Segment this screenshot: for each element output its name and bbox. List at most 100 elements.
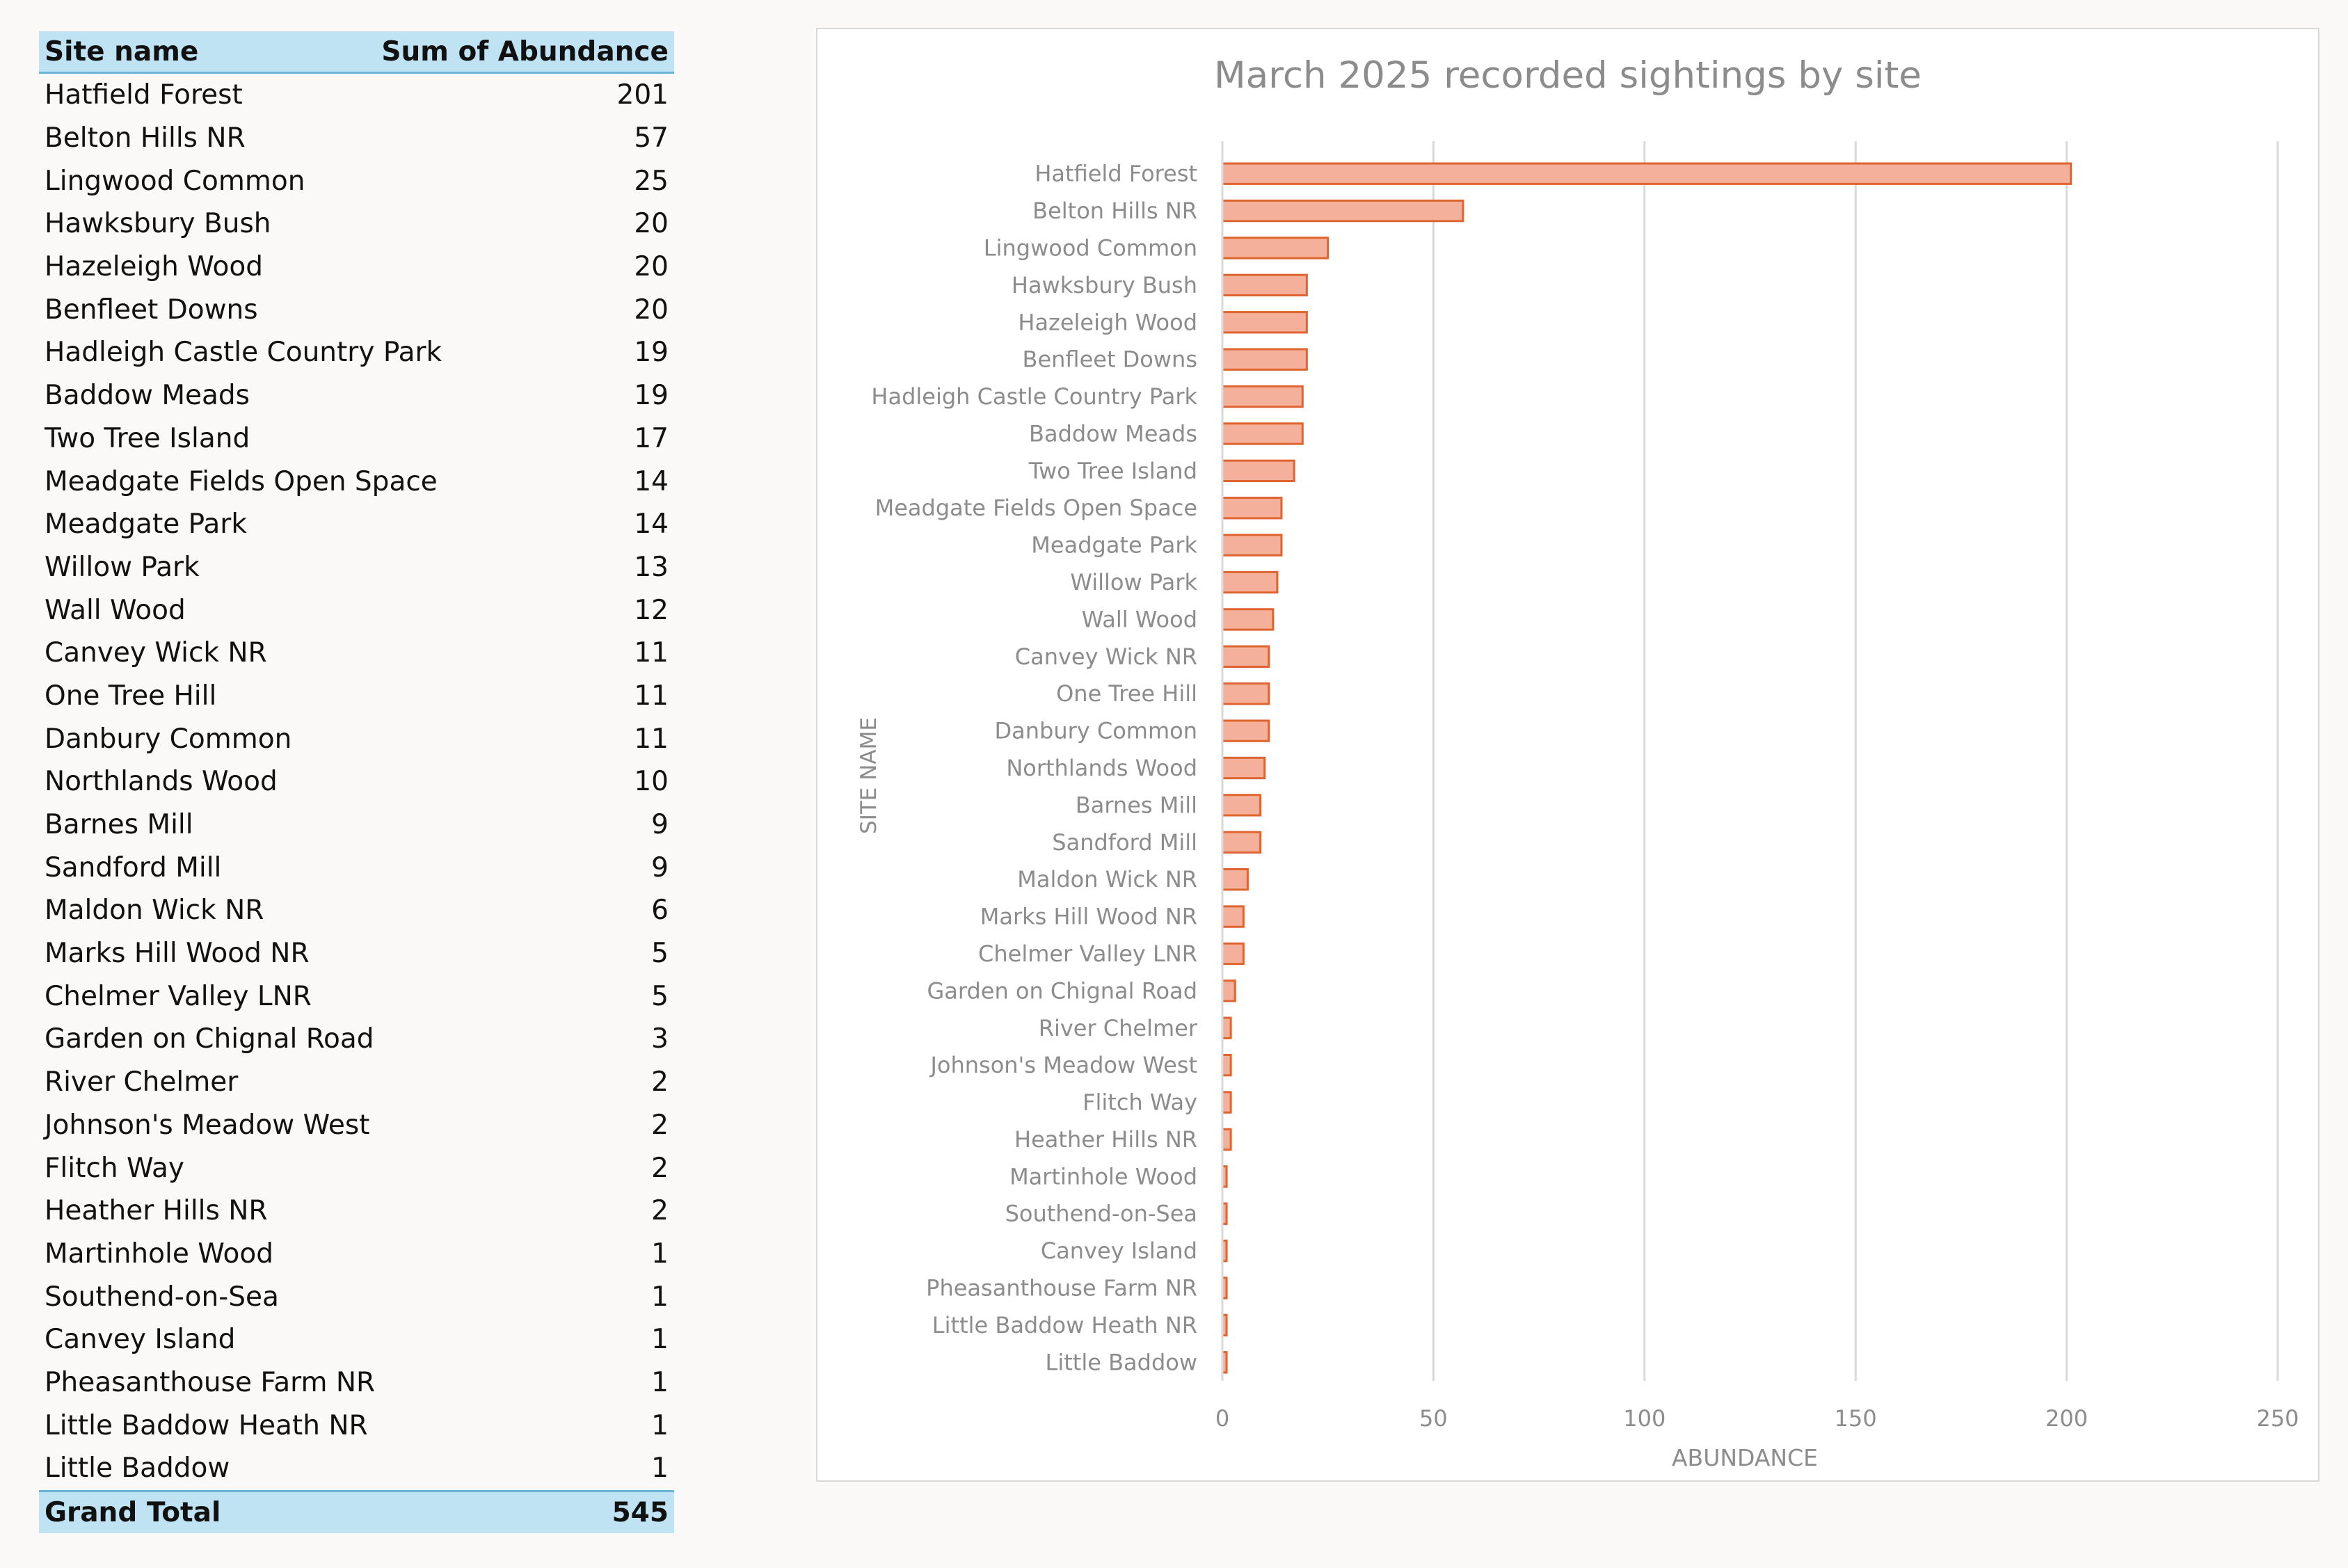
row-site-name: Southend-on-Sea bbox=[45, 1281, 279, 1313]
row-site-name: Little Baddow Heath NR bbox=[45, 1409, 368, 1441]
table-row[interactable]: Belton Hills NR 57 bbox=[39, 117, 674, 160]
row-site-name: Willow Park bbox=[45, 551, 200, 583]
chart-title[interactable]: March 2025 recorded sightings by site bbox=[1214, 54, 1922, 97]
bar[interactable] bbox=[1221, 867, 1249, 891]
bar[interactable] bbox=[1221, 534, 1283, 557]
table-row[interactable]: Hatfield Forest 201 bbox=[39, 74, 674, 117]
table-row[interactable]: Martinhole Wood 1 bbox=[39, 1233, 674, 1276]
category-label: Little Baddow Heath NR bbox=[932, 1312, 1197, 1338]
chart-area[interactable]: March 2025 recorded sightings by site SI… bbox=[816, 28, 2319, 1482]
bar[interactable] bbox=[1221, 608, 1275, 631]
row-site-name: Canvey Wick NR bbox=[45, 637, 267, 669]
table-row[interactable]: Danbury Common 11 bbox=[39, 717, 674, 760]
bar[interactable] bbox=[1221, 979, 1236, 1002]
table-row[interactable]: Hadleigh Castle Country Park 19 bbox=[39, 331, 674, 374]
table-row[interactable]: Chelmer Valley LNR 5 bbox=[39, 975, 674, 1018]
bar[interactable] bbox=[1221, 273, 1308, 297]
row-site-name: Little Baddow bbox=[45, 1453, 230, 1485]
category-label: Danbury Common bbox=[994, 718, 1197, 744]
row-site-name: Wall Wood bbox=[45, 594, 186, 626]
table-row[interactable]: Northlands Wood 10 bbox=[39, 760, 674, 803]
bar[interactable] bbox=[1221, 831, 1262, 854]
bar[interactable] bbox=[1221, 1091, 1232, 1114]
table-row[interactable]: Willow Park 13 bbox=[39, 546, 674, 589]
row-abundance-value: 14 bbox=[634, 509, 669, 541]
header-site-name[interactable]: Site name bbox=[45, 35, 199, 67]
table-row[interactable]: Pheasanthouse Farm NR 1 bbox=[39, 1361, 674, 1405]
table-row[interactable]: Flitch Way 2 bbox=[39, 1146, 674, 1190]
bar[interactable] bbox=[1221, 645, 1270, 669]
table-row[interactable]: Southend-on-Sea 1 bbox=[39, 1275, 674, 1318]
bar[interactable] bbox=[1221, 311, 1308, 334]
bar[interactable] bbox=[1221, 756, 1266, 780]
category-label: Belton Hills NR bbox=[1032, 198, 1197, 224]
table-row[interactable]: Hazeleigh Wood 20 bbox=[39, 246, 674, 289]
table-row[interactable]: Canvey Wick NR 11 bbox=[39, 632, 674, 675]
table-row[interactable]: Meadgate Park 14 bbox=[39, 503, 674, 546]
row-abundance-value: 19 bbox=[634, 380, 669, 412]
row-site-name: Chelmer Valley LNR bbox=[45, 980, 312, 1012]
table-row[interactable]: Lingwood Common 25 bbox=[39, 159, 674, 202]
row-site-name: Hadleigh Castle Country Park bbox=[45, 337, 442, 369]
bar[interactable] bbox=[1221, 570, 1279, 594]
row-abundance-value: 11 bbox=[634, 680, 669, 712]
row-abundance-value: 1 bbox=[651, 1238, 669, 1270]
table-row[interactable]: Little Baddow Heath NR 1 bbox=[39, 1404, 674, 1447]
bar[interactable] bbox=[1221, 422, 1304, 445]
row-site-name: Canvey Island bbox=[45, 1324, 236, 1356]
x-tick-label: 150 bbox=[1835, 1405, 1877, 1432]
header-sum-of-abundance[interactable]: Sum of Abundance bbox=[381, 35, 669, 67]
table-row[interactable]: Johnson's Meadow West 2 bbox=[39, 1104, 674, 1147]
bar[interactable] bbox=[1221, 905, 1245, 928]
bar[interactable] bbox=[1221, 459, 1295, 483]
bar[interactable] bbox=[1221, 385, 1304, 408]
grand-total-row[interactable]: Grand Total 545 bbox=[39, 1489, 674, 1533]
category-label: Sandford Mill bbox=[1052, 829, 1197, 856]
row-site-name: Baddow Meads bbox=[45, 380, 250, 412]
x-axis-title[interactable]: ABUNDANCE bbox=[1671, 1444, 1819, 1471]
bar[interactable] bbox=[1221, 794, 1262, 817]
row-site-name: Lingwood Common bbox=[45, 165, 305, 197]
bar[interactable] bbox=[1221, 1053, 1232, 1077]
table-row[interactable]: Barnes Mill 9 bbox=[39, 803, 674, 847]
row-site-name: Benfleet Downs bbox=[45, 294, 258, 326]
bar[interactable] bbox=[1221, 199, 1464, 223]
table-row[interactable]: Marks Hill Wood NR 5 bbox=[39, 932, 674, 975]
table-row[interactable]: Little Baddow 1 bbox=[39, 1447, 674, 1490]
row-abundance-value: 11 bbox=[634, 637, 669, 669]
bar[interactable] bbox=[1221, 942, 1245, 966]
row-abundance-value: 3 bbox=[651, 1023, 669, 1055]
category-label: Northlands Wood bbox=[1006, 755, 1197, 781]
table-row[interactable]: Maldon Wick NR 6 bbox=[39, 889, 674, 932]
table-row[interactable]: Garden on Chignal Road 3 bbox=[39, 1018, 674, 1061]
bar[interactable] bbox=[1221, 1128, 1232, 1151]
table-row[interactable]: One Tree Hill 11 bbox=[39, 675, 674, 718]
bar[interactable] bbox=[1221, 348, 1308, 371]
table-row[interactable]: Heather Hills NR 2 bbox=[39, 1190, 674, 1233]
table-row[interactable]: Benfleet Downs 20 bbox=[39, 288, 674, 331]
row-site-name: Danbury Common bbox=[45, 723, 292, 755]
table-row[interactable]: Baddow Meads 19 bbox=[39, 374, 674, 417]
bar-plot: 0 50 100 150 200 250 Hatfield Forest Belton Hil… bbox=[871, 141, 2299, 1432]
table-row[interactable]: Two Tree Island 17 bbox=[39, 417, 674, 461]
bar[interactable] bbox=[1221, 162, 2073, 185]
row-site-name: Meadgate Park bbox=[45, 509, 247, 541]
bar[interactable] bbox=[1221, 719, 1270, 742]
category-label: Canvey Wick NR bbox=[1015, 643, 1197, 670]
bar[interactable] bbox=[1221, 682, 1270, 705]
bar[interactable] bbox=[1221, 497, 1283, 520]
table-row[interactable]: Wall Wood 12 bbox=[39, 589, 674, 632]
bar[interactable] bbox=[1221, 1016, 1232, 1039]
row-abundance-value: 12 bbox=[634, 594, 669, 626]
table-row[interactable]: Hawksbury Bush 20 bbox=[39, 202, 674, 246]
bar[interactable] bbox=[1221, 237, 1329, 259]
table-row[interactable]: Meadgate Fields Open Space 14 bbox=[39, 460, 674, 503]
table-row[interactable]: Sandford Mill 9 bbox=[39, 846, 674, 889]
x-tick-label: 250 bbox=[2256, 1405, 2299, 1432]
row-abundance-value: 1 bbox=[651, 1409, 669, 1441]
table-row[interactable]: Canvey Island 1 bbox=[39, 1318, 674, 1361]
row-abundance-value: 19 bbox=[634, 337, 669, 369]
table-row[interactable]: River Chelmer 2 bbox=[39, 1061, 674, 1104]
row-abundance-value: 20 bbox=[634, 251, 669, 283]
category-label: Wall Wood bbox=[1082, 606, 1197, 632]
